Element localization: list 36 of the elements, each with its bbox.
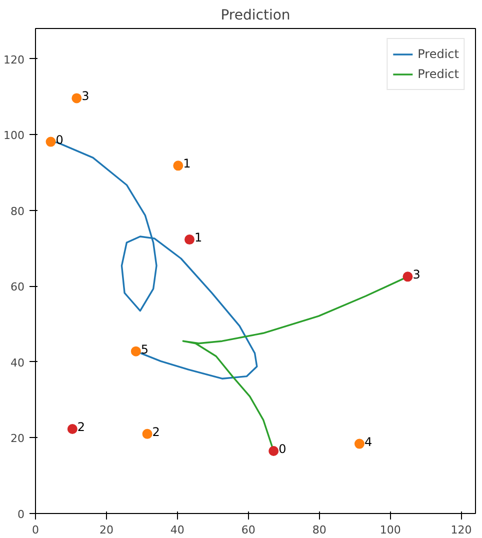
y-tick-label: 100 xyxy=(4,129,25,142)
annotation: 0 xyxy=(278,442,286,456)
point xyxy=(67,424,78,434)
point xyxy=(130,346,141,356)
chart-title: Prediction xyxy=(220,8,290,24)
annotation: 4 xyxy=(364,434,372,449)
x-tick-label: 0 xyxy=(32,524,39,536)
y-tick-label: 40 xyxy=(10,356,25,370)
x-tick-label: 20 xyxy=(99,524,114,536)
y-tick-label: 0 xyxy=(18,508,24,521)
point xyxy=(354,438,364,449)
annotation: 5 xyxy=(140,342,149,356)
legend-label: Predict xyxy=(418,47,459,61)
point xyxy=(402,272,413,282)
annotation: 3 xyxy=(82,89,90,104)
annotation: 2 xyxy=(77,420,86,434)
y-tick-label: 120 xyxy=(4,53,25,66)
point xyxy=(142,428,152,439)
annotation: 1 xyxy=(194,230,202,245)
x-tick-label: 120 xyxy=(450,524,472,536)
point xyxy=(268,446,279,456)
y-tick-label: 20 xyxy=(10,432,25,446)
point xyxy=(184,234,194,245)
point xyxy=(72,93,82,104)
x-tick-label: 40 xyxy=(170,524,184,536)
x-tick-label: 80 xyxy=(312,524,326,536)
annotation: 3 xyxy=(412,268,420,282)
y-tick-label: 80 xyxy=(10,204,25,218)
point xyxy=(46,136,56,147)
point xyxy=(173,160,184,171)
y-tick-label: 60 xyxy=(10,280,25,294)
annotation: 1 xyxy=(183,156,191,171)
legend-label: Predict xyxy=(418,67,459,81)
x-tick-label: 100 xyxy=(380,524,401,536)
annotation: 2 xyxy=(152,424,160,439)
x-tick-label: 60 xyxy=(241,524,256,536)
